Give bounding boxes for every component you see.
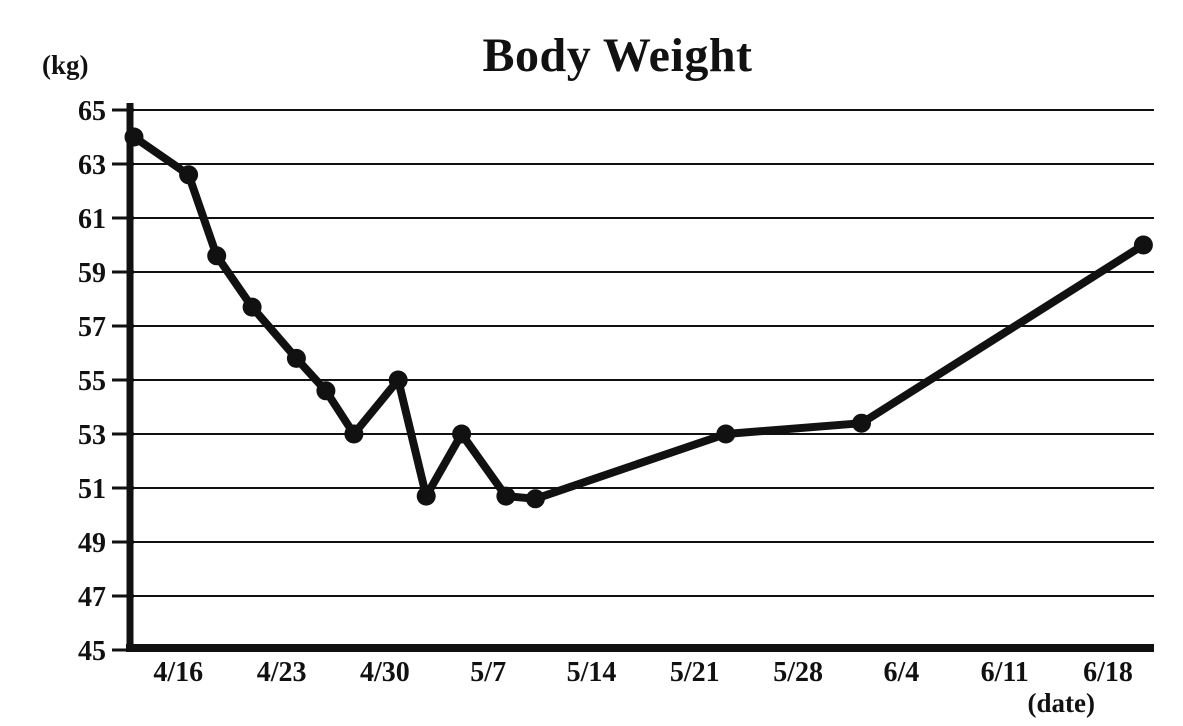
y-axis-unit-label: (kg)	[42, 50, 89, 80]
data-point-marker	[344, 424, 364, 444]
y-tick-label: 45	[78, 636, 106, 667]
x-tick-label: 4/30	[360, 657, 410, 688]
y-tick-label: 49	[78, 528, 106, 559]
x-tick-label: 6/18	[1083, 657, 1133, 688]
y-tick-label: 65	[78, 96, 106, 127]
chart-title: Body Weight	[482, 29, 753, 82]
x-tick-label: 5/7	[470, 657, 506, 688]
data-point-marker	[179, 165, 199, 185]
data-point-marker	[207, 246, 227, 266]
y-tick-label: 55	[78, 366, 106, 397]
y-tick-label: 59	[78, 258, 106, 289]
x-tick-label: 5/28	[773, 657, 823, 688]
y-tick-label: 63	[78, 150, 106, 181]
x-axis-unit-label: (date)	[1027, 688, 1095, 718]
x-tick-label: 6/11	[981, 657, 1029, 688]
data-point-marker	[525, 489, 545, 509]
data-point-marker	[716, 424, 736, 444]
y-tick-label: 51	[78, 474, 106, 505]
x-tick-label: 5/21	[670, 657, 720, 688]
data-point-marker	[852, 413, 871, 433]
data-point-marker	[124, 127, 144, 147]
y-tick-label: 47	[78, 582, 106, 613]
data-point-marker	[242, 297, 262, 317]
x-tick-label: 5/14	[567, 657, 617, 688]
data-point-marker	[388, 370, 408, 390]
data-point-marker	[452, 424, 472, 444]
weight-line	[130, 133, 1148, 503]
data-point-marker	[496, 486, 516, 506]
data-point-marker	[286, 348, 306, 368]
y-tick-label: 53	[78, 420, 106, 451]
x-tick-label: 4/16	[153, 657, 203, 688]
x-tick-label: 4/23	[257, 657, 307, 688]
y-tick-label: 57	[78, 312, 106, 343]
y-tick-label: 61	[78, 204, 106, 235]
data-point-marker	[1133, 235, 1153, 255]
x-tick-label: 6/4	[884, 657, 920, 688]
data-point-marker	[416, 486, 436, 506]
data-point-marker	[316, 381, 336, 401]
